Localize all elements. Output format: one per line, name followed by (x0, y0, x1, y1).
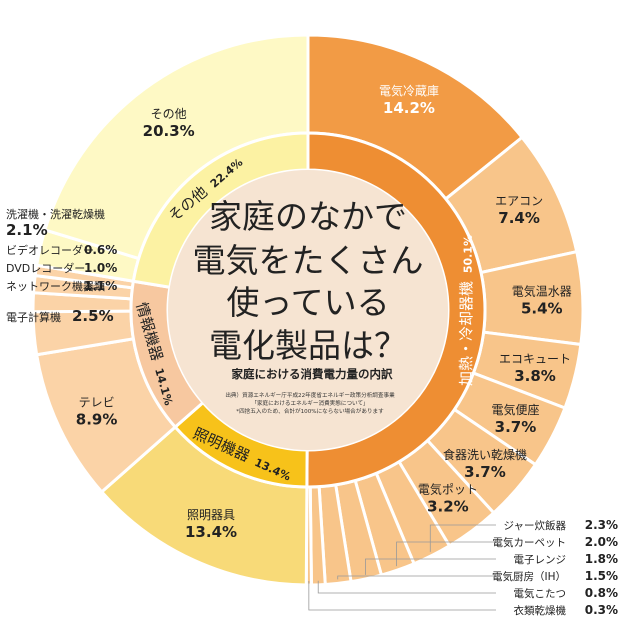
side-name-15: 電子計算機 (6, 310, 61, 324)
title-line-1: 家庭のなかで (209, 197, 407, 236)
source-line-2: 「家庭におけるエネルギー消費実態について」 (251, 399, 368, 407)
side-value-19: 2.1% (6, 221, 48, 239)
leader-line-12 (308, 580, 496, 611)
outer-value-2: 5.4% (521, 300, 563, 318)
outer-value-20: 20.3% (143, 122, 195, 140)
title-line-4: 電化製品は？ (209, 326, 407, 365)
bottom-name-10: 電気厨房（IH） (492, 570, 566, 583)
outer-name-14: テレビ (79, 395, 115, 409)
outer-value-3: 3.8% (514, 367, 556, 385)
inner-label-0: 加熱・冷却器機 50.1% (457, 235, 475, 386)
title-line-3: 使っている (226, 283, 389, 322)
side-name-16: ネットワーク機器類 (6, 279, 105, 293)
chart-subtitle: 家庭における消費電力量の内訳 (232, 367, 393, 381)
bottom-value-7: 2.3% (585, 518, 618, 532)
center-disc (168, 170, 448, 450)
outer-name-13: 照明器具 (187, 508, 235, 522)
source-line-3: *四捨五入のため、合計が100%にならない場合があります (236, 407, 384, 415)
bottom-value-8: 2.0% (585, 535, 618, 549)
side-value-15: 2.5% (72, 307, 114, 325)
bottom-name-12: 衣類乾燥機 (514, 604, 567, 617)
side-name-18: ビデオレコーダー (6, 243, 94, 257)
outer-name-1: エアコン (495, 194, 543, 208)
leader-line-9 (365, 558, 496, 575)
leader-line-10 (337, 575, 496, 580)
side-value-16: 1.1% (84, 279, 117, 293)
side-name-19: 洗濯機・洗濯乾燥機 (6, 207, 105, 221)
outer-name-5: 食器洗い乾燥機 (443, 447, 527, 462)
bottom-name-11: 電気こたつ (514, 587, 567, 600)
outer-name-3: エコキュート (499, 352, 571, 366)
outer-name-2: 電気温水器 (512, 284, 572, 299)
bottom-value-9: 1.8% (585, 552, 618, 566)
outer-value-1: 7.4% (498, 209, 540, 227)
outer-name-20: その他 (151, 107, 187, 121)
inner-slice-0 (305, 131, 487, 489)
side-name-17: DVDレコーダー (6, 261, 85, 275)
leader-line-8 (396, 541, 496, 567)
outer-name-6: 電気ポット (418, 482, 478, 497)
inner-value-0: 50.1% (462, 235, 475, 277)
side-value-18: 0.6% (84, 243, 117, 257)
title-line-2: 電気をたくさん (193, 241, 424, 280)
outer-value-5: 3.7% (464, 463, 506, 481)
outer-value-4: 3.7% (495, 418, 537, 436)
bottom-name-9: 電子レンジ (514, 554, 567, 566)
bottom-name-7: ジャー炊飯器 (504, 519, 567, 532)
bottom-value-11: 0.8% (585, 586, 618, 600)
outer-value-13: 13.4% (185, 523, 237, 541)
outer-name-4: 電気便座 (491, 402, 539, 417)
bottom-name-8: 電気カーペット (493, 536, 567, 549)
leader-line-7 (429, 524, 496, 552)
leader-line-11 (317, 580, 496, 594)
bottom-value-10: 1.5% (585, 569, 618, 583)
inner-label-group-0: 加熱・冷却器機 50.1% (457, 235, 475, 386)
inner-name-0: 加熱・冷却器機 (457, 281, 475, 386)
bottom-value-12: 0.3% (585, 603, 618, 617)
side-value-17: 1.0% (84, 261, 117, 275)
outer-value-0: 14.2% (383, 99, 435, 117)
outer-value-14: 8.9% (76, 410, 118, 428)
outer-value-6: 3.2% (427, 498, 469, 516)
source-line-1: 出典）資源エネルギー庁平成22年度省エネルギー政策分析調査事業 (225, 391, 395, 399)
outer-name-0: 電気冷蔵庫 (379, 83, 439, 98)
